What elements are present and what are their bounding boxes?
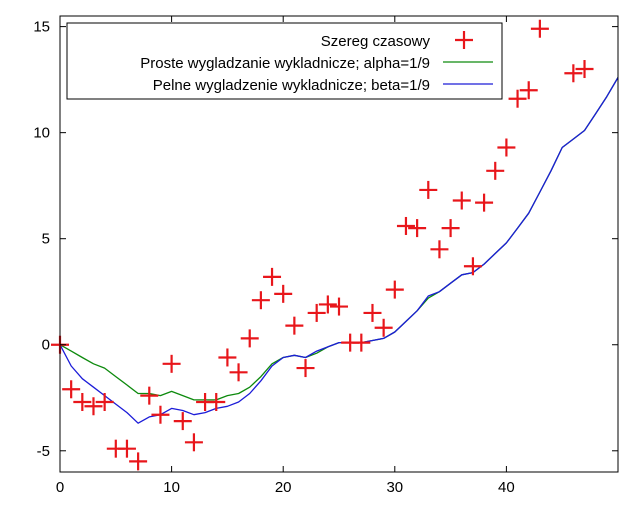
legend-box <box>66 22 503 100</box>
data-point-marker <box>385 280 404 299</box>
data-point-marker <box>95 393 114 412</box>
y-tick-label: -5 <box>37 443 50 460</box>
data-point-marker <box>452 191 471 210</box>
data-point-marker <box>374 318 393 337</box>
data-point-marker <box>62 380 81 399</box>
data-point-marker <box>396 216 415 235</box>
data-point-marker <box>240 329 259 348</box>
data-point-marker <box>352 333 371 352</box>
data-point-marker <box>486 161 505 180</box>
legend-label-full-smoothing: Pelne wygladzenie wykladnicze; beta=1/9 <box>153 77 430 94</box>
data-point-marker <box>207 393 226 412</box>
axis-ticks <box>59 16 618 472</box>
data-point-marker <box>330 297 348 316</box>
data-point-marker <box>84 397 103 416</box>
data-point-marker <box>218 348 237 367</box>
series-line-full-smoothing <box>59 77 619 424</box>
data-point-marker <box>475 193 494 212</box>
data-point-marker <box>508 89 527 108</box>
data-point-marker <box>251 291 270 310</box>
data-point-marker <box>73 393 92 412</box>
data-point-marker <box>307 303 326 322</box>
y-tick-label: 15 <box>33 19 50 36</box>
data-point-marker <box>408 219 427 238</box>
x-tick-label: 30 <box>386 479 403 496</box>
data-point-marker <box>173 412 192 431</box>
data-point-marker <box>140 386 159 405</box>
data-point-marker <box>363 303 382 322</box>
y-tick-label: 5 <box>42 231 50 248</box>
y-tick-label: 0 <box>42 337 50 354</box>
data-point-marker <box>497 138 516 157</box>
data-point-marker <box>430 240 449 259</box>
x-tick-label: 10 <box>163 479 180 496</box>
data-point-marker <box>296 359 315 378</box>
data-point-marker <box>564 64 583 83</box>
data-point-marker <box>117 439 136 458</box>
plot-frame <box>59 15 619 473</box>
data-point-marker <box>162 354 181 373</box>
plot-area <box>51 19 619 471</box>
legend-label-series: Szereg czasowy <box>321 33 431 50</box>
data-point-marker <box>129 452 148 471</box>
data-point-marker <box>575 60 594 79</box>
data-point-marker <box>419 180 438 199</box>
legend-marker-series <box>455 31 473 49</box>
data-point-marker <box>530 19 549 38</box>
data-point-marker <box>229 363 248 382</box>
x-tick-label: 40 <box>498 479 515 496</box>
legend-label-simple-smoothing: Proste wygladzanie wykladnicze; alpha=1/… <box>140 55 430 72</box>
legend-plus-marker <box>455 31 473 49</box>
series-layer <box>51 19 619 471</box>
data-point-marker <box>519 81 538 100</box>
data-point-marker <box>441 219 460 238</box>
x-tick-label: 0 <box>56 479 64 496</box>
data-point-marker <box>184 433 203 452</box>
data-point-marker <box>151 405 170 424</box>
data-point-marker <box>274 284 293 303</box>
data-point-marker <box>263 267 282 286</box>
data-point-marker <box>318 295 337 314</box>
legend: Szereg czasowy Proste wygladzanie wyklad… <box>66 22 503 100</box>
x-tick-label: 20 <box>275 479 292 496</box>
data-point-marker <box>285 316 304 335</box>
data-point-marker <box>463 257 482 276</box>
axis-tick-labels: 0 10 20 30 40 -5 0 5 10 15 <box>33 19 514 496</box>
y-tick-label: 10 <box>33 125 50 142</box>
